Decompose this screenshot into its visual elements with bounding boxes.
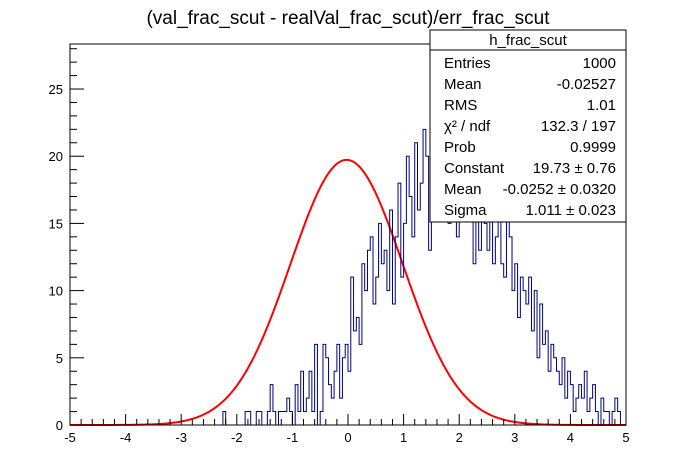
stats-row-label: Constant xyxy=(444,160,505,177)
stats-row-label: Mean xyxy=(444,181,482,198)
stats-row-label: RMS xyxy=(444,97,477,114)
x-tick-label: 4 xyxy=(567,430,574,445)
y-tick-label: 10 xyxy=(49,284,63,299)
x-axis: -5 -4 -3 -2 -1 0 1 2 3 4 5 xyxy=(64,414,630,445)
stats-row-label: Entries xyxy=(444,55,491,72)
x-tick-label: 2 xyxy=(456,430,463,445)
stats-row-label: Prob xyxy=(444,139,476,156)
x-tick-label: 5 xyxy=(622,430,629,445)
stats-row-value: 1.011 ± 0.023 xyxy=(525,202,616,219)
gaussian-fit-line xyxy=(70,158,626,426)
x-tick-label: 0 xyxy=(344,430,351,445)
histogram-bars xyxy=(70,101,626,426)
x-tick-label: -2 xyxy=(231,430,243,445)
x-tick-label: -5 xyxy=(64,430,76,445)
fit-curve-group xyxy=(70,158,626,426)
stats-row-value: 132.3 / 197 xyxy=(541,118,616,135)
stats-row-value: -0.02527 xyxy=(557,76,616,93)
x-tick-label: 3 xyxy=(511,430,518,445)
histogram-group xyxy=(70,101,626,426)
y-tick-label: 5 xyxy=(56,351,63,366)
x-tick-label: -3 xyxy=(175,430,187,445)
stats-row-label: Mean xyxy=(444,76,482,93)
y-tick-label: 0 xyxy=(56,418,63,433)
chart-title: (val_frac_scut - realVal_frac_scut)/err_… xyxy=(146,8,550,29)
y-axis: 0 5 10 15 20 25 xyxy=(49,48,84,433)
stats-box-frame xyxy=(429,29,627,223)
x-tick-label: 1 xyxy=(400,430,407,445)
y-tick-label: 20 xyxy=(49,149,63,164)
stats-box-rows: Entries 1000 Mean -0.02527 RMS 1.01 χ² / ndf 13… xyxy=(444,55,616,219)
y-tick-label: 25 xyxy=(49,82,63,97)
stats-box-title: h_frac_scut xyxy=(489,32,567,49)
stats-row-value: 0.9999 xyxy=(570,139,616,156)
stats-row-value: 1000 xyxy=(583,55,616,72)
y-tick-label: 15 xyxy=(49,216,63,231)
x-tick-label: -4 xyxy=(120,430,132,445)
x-tick-label: -1 xyxy=(287,430,299,445)
stats-row-value: 1.01 xyxy=(587,97,616,114)
stats-box: h_frac_scut Entries 1000 Mean -0.02527 RMS 1.… xyxy=(429,29,627,223)
stats-row-label: Sigma xyxy=(444,202,487,219)
stats-row-value: 19.73 ± 0.76 xyxy=(533,160,616,177)
stats-row-label: χ² / ndf xyxy=(444,118,491,135)
stats-row-value: -0.0252 ± 0.0320 xyxy=(503,181,616,198)
